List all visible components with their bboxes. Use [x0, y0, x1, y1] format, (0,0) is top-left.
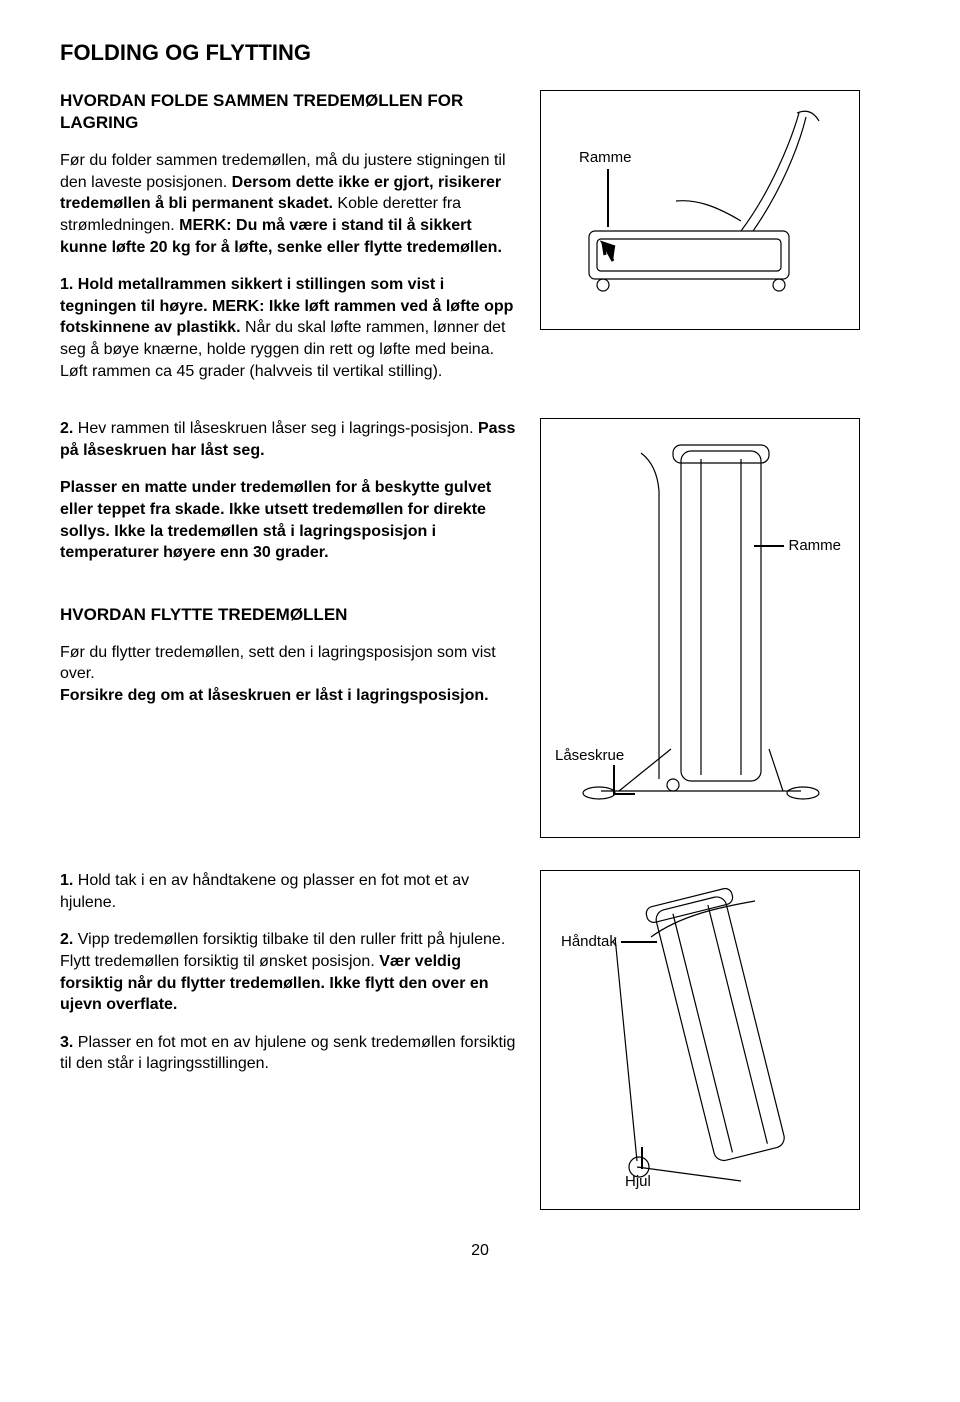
- section1-step1: 1. Hold metallrammen sikkert i stillinge…: [60, 274, 520, 382]
- section2-intro: Før du flytter tredemøllen, sett den i l…: [60, 642, 520, 707]
- section2-intro-bold: Forsikre deg om at låseskruen er låst i …: [60, 687, 489, 704]
- figure3-label-handtak: Håndtak: [561, 933, 617, 950]
- section2-step1: 1. Hold tak i en av håndtakene og plasse…: [60, 870, 520, 913]
- section1-step2: 2. Hev rammen til låseskruen låser seg i…: [60, 418, 520, 461]
- figure-1: Ramme: [540, 90, 860, 330]
- treadmill-tilted-icon: [541, 871, 859, 1209]
- section-fold: HVORDAN FOLDE SAMMEN TREDEMØLLEN FOR LAG…: [60, 90, 900, 398]
- figure-2: Ramme Låseskrue: [540, 418, 860, 838]
- step2-text: Hev rammen til låseskruen låser seg i la…: [78, 420, 478, 437]
- step1-num: 1.: [60, 276, 78, 293]
- section-fold-2: 2. Hev rammen til låseskruen låser seg i…: [60, 418, 900, 850]
- figure-3: Håndtak Hjul: [540, 870, 860, 1210]
- section1-heading: HVORDAN FOLDE SAMMEN TREDEMØLLEN FOR LAG…: [60, 90, 520, 134]
- s2-step1-num: 1.: [60, 872, 78, 889]
- s2-step2-num: 2.: [60, 931, 78, 948]
- section1-intro: Før du folder sammen tredemøllen, må du …: [60, 150, 520, 258]
- figure3-label-hjul: Hjul: [625, 1173, 651, 1190]
- section-move: 1. Hold tak i en av håndtakene og plasse…: [60, 870, 900, 1222]
- section2-intro-text: Før du flytter tredemøllen, sett den i l…: [60, 644, 496, 683]
- section2-heading: HVORDAN FLYTTE TREDEMØLLEN: [60, 604, 520, 626]
- figure2-label-laseskrue: Låseskrue: [555, 747, 624, 764]
- section2-step2: 2. Vipp tredemøllen forsiktig tilbake ti…: [60, 929, 520, 1015]
- figure2-label-ramme: Ramme: [788, 537, 841, 554]
- page-title: FOLDING OG FLYTTING: [60, 40, 900, 66]
- step2-num: 2.: [60, 420, 78, 437]
- figure1-label-ramme: Ramme: [579, 149, 632, 166]
- section2-step3: 3. Plasser en fot mot en av hjulene og s…: [60, 1032, 520, 1075]
- treadmill-folded-icon: [541, 419, 859, 837]
- page-number: 20: [60, 1242, 900, 1260]
- s2-step3-text: Plasser en fot mot en av hjulene og senk…: [60, 1034, 515, 1073]
- s2-step3-num: 3.: [60, 1034, 78, 1051]
- section1-warning: Plasser en matte under tredemøllen for å…: [60, 477, 520, 563]
- treadmill-lift-icon: [541, 91, 859, 329]
- s2-step1-text: Hold tak i en av håndtakene og plasser e…: [60, 872, 469, 911]
